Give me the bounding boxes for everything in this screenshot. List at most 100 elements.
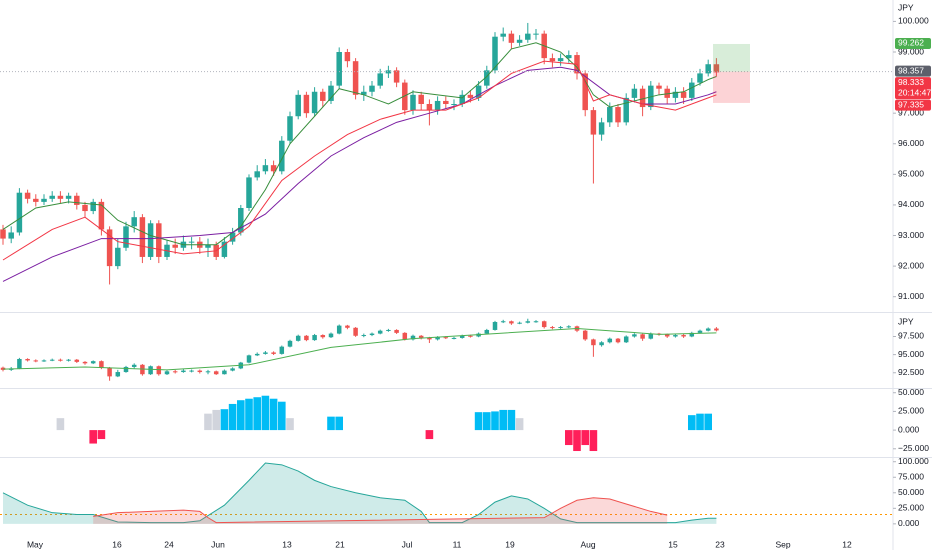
candle-body <box>0 229 6 239</box>
x-tick-label: 21 <box>335 539 345 549</box>
candle-body <box>254 353 260 356</box>
histogram-bar <box>573 430 581 452</box>
candle-body <box>65 195 72 199</box>
histogram-bar <box>589 430 598 452</box>
candle-body <box>99 361 104 368</box>
candle-body <box>336 52 342 86</box>
candle-body <box>90 201 96 212</box>
candle-body <box>386 329 391 331</box>
candle-body <box>566 55 572 59</box>
candle-body <box>590 110 597 135</box>
candle-body <box>426 104 433 111</box>
y-tick-label: 75.000 <box>898 472 924 482</box>
candle-body <box>369 333 375 336</box>
candle-body <box>303 94 310 114</box>
candle-body <box>509 321 514 324</box>
candle-body <box>664 334 670 337</box>
candle-body <box>681 335 686 337</box>
histogram-bar <box>97 430 106 440</box>
candle-body <box>8 232 14 239</box>
candle-body <box>418 94 424 104</box>
candle-body <box>713 64 720 73</box>
y-tick-label: 50.000 <box>898 387 924 397</box>
histogram-bar <box>491 411 499 431</box>
candle-body <box>57 195 64 199</box>
candle-body <box>147 223 154 257</box>
histogram-bar <box>286 418 294 431</box>
candle-body <box>451 337 457 339</box>
candle-body <box>33 360 39 362</box>
histogram-bar <box>212 409 220 431</box>
candle-body <box>263 352 268 354</box>
y-tick-label: 0.000 <box>898 518 920 528</box>
candle-body <box>582 330 588 340</box>
candle-body <box>664 88 670 98</box>
candle-body <box>25 358 30 361</box>
candle-body <box>500 33 506 37</box>
candle-body <box>714 328 719 331</box>
candle-body <box>697 330 703 333</box>
histogram-bar <box>474 412 483 431</box>
histogram-bar <box>261 395 270 431</box>
candle-body <box>377 73 383 86</box>
price-badge <box>895 37 931 49</box>
candle-body <box>377 330 383 334</box>
histogram-bar <box>253 397 261 431</box>
candle-body <box>558 327 563 329</box>
candle-body <box>697 73 703 83</box>
candle-body <box>106 229 113 267</box>
histogram-bar <box>228 403 237 431</box>
candle-body <box>33 198 39 202</box>
candle-body <box>336 325 342 334</box>
candle-body <box>82 204 88 212</box>
x-tick-label: May <box>27 539 44 549</box>
histogram-bar <box>278 401 286 431</box>
candle-body <box>230 368 235 371</box>
candle-body <box>123 366 129 373</box>
y-tick-label: 93.000 <box>898 230 924 240</box>
candle-body <box>615 338 621 343</box>
candle-body <box>385 70 392 74</box>
indicator-line <box>2 328 717 371</box>
candle-body <box>139 217 146 257</box>
histogram-bar <box>204 413 212 431</box>
candle-body <box>246 177 252 208</box>
candle-body <box>328 333 334 338</box>
histogram-bar <box>327 416 335 431</box>
candle-body <box>541 321 547 328</box>
candle-body <box>49 195 55 199</box>
candle-body <box>689 82 695 98</box>
candle-body <box>271 352 276 354</box>
candle-body <box>508 33 515 43</box>
candle-body <box>689 332 695 337</box>
y-tick-label: 91.000 <box>898 291 924 301</box>
candle-body <box>475 85 482 98</box>
candle-body <box>115 372 121 377</box>
y-tick-label: 99.000 <box>898 46 924 56</box>
histogram-bar <box>507 409 516 431</box>
y-tick-label: 97.000 <box>898 107 924 117</box>
candle-body <box>254 171 260 178</box>
candle-body <box>673 335 678 337</box>
candle-body <box>435 337 440 340</box>
x-tick-label: 16 <box>112 539 122 549</box>
indicator-line <box>2 60 717 261</box>
histogram-bar <box>245 398 253 431</box>
candle-body <box>394 329 399 333</box>
candle-body <box>98 201 105 230</box>
histogram-bar <box>237 400 245 431</box>
candle-body <box>320 335 326 338</box>
candle-body <box>148 366 153 375</box>
x-tick-label: 13 <box>282 539 292 549</box>
candle-body <box>58 359 63 361</box>
candle-body <box>500 321 506 323</box>
candle-body <box>705 64 711 74</box>
candle-body <box>566 326 572 328</box>
histogram-bar <box>565 430 573 446</box>
x-tick-label: Sep <box>775 539 790 549</box>
candle-body <box>328 85 334 101</box>
candle-body <box>598 122 605 135</box>
candle-body <box>533 321 539 323</box>
x-tick-label: 23 <box>715 539 725 549</box>
